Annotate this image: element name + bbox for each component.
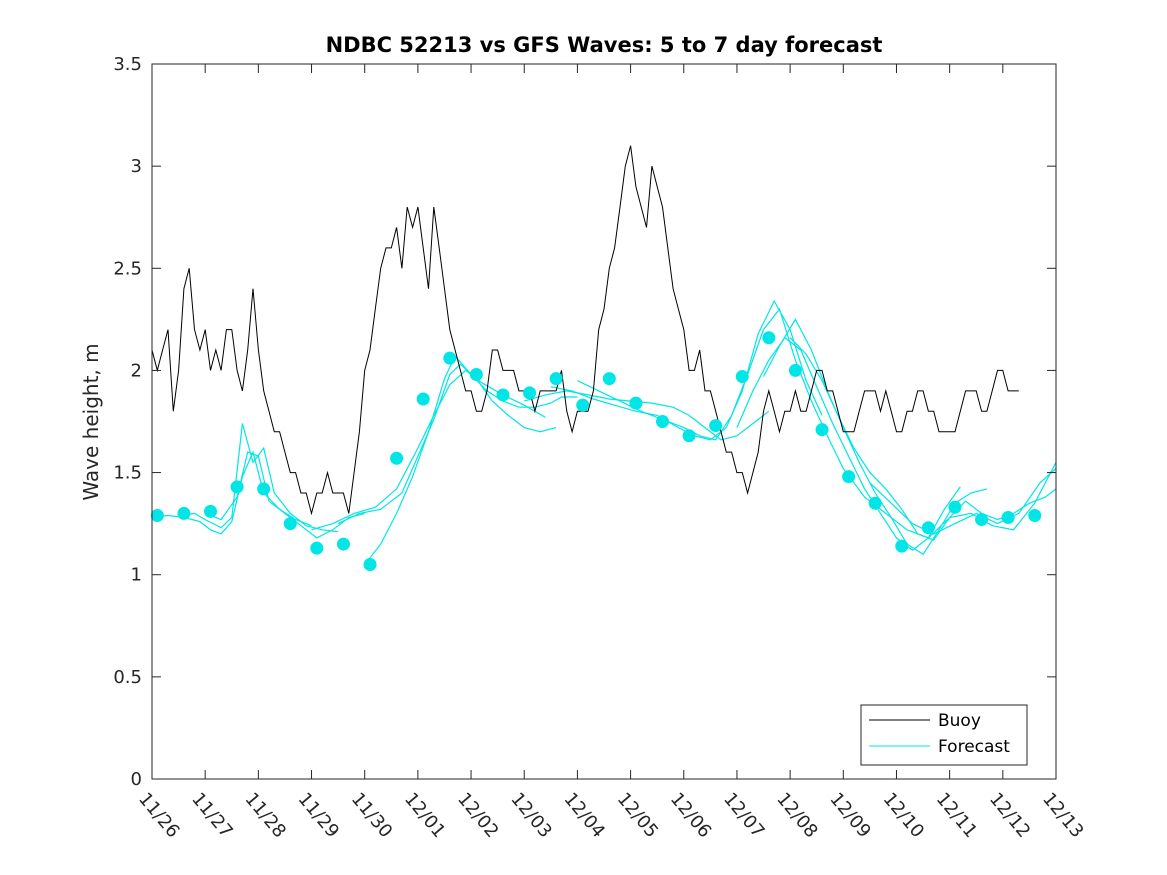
y-tick-label: 3: [131, 156, 142, 177]
forecast-run-line-1: [178, 423, 339, 533]
chart-title: NDBC 52213 vs GFS Waves: 5 to 7 day fore…: [326, 33, 883, 57]
y-tick-label: 1.5: [113, 463, 142, 484]
forecast-run-line-7: [550, 299, 823, 441]
y-axis-label: Wave height, m: [79, 343, 103, 500]
x-tick-label: 11/26: [134, 789, 183, 842]
forecast-marker: [895, 539, 909, 553]
forecast-marker: [469, 368, 483, 382]
x-tick-label: 12/07: [719, 789, 768, 842]
forecast-marker: [815, 423, 829, 437]
plot-box: [151, 63, 1057, 780]
forecast-marker: [709, 419, 723, 433]
x-tick-label: 12/09: [825, 789, 874, 842]
forecast-marker: [390, 451, 404, 465]
forecast-marker: [682, 429, 696, 443]
x-tick-label: 12/02: [453, 789, 502, 842]
forecast-marker: [576, 398, 590, 412]
x-tick-label: 11/28: [241, 789, 290, 842]
forecast-marker: [975, 513, 989, 527]
x-tick-label: 11/29: [294, 789, 343, 842]
forecast-marker: [868, 496, 882, 510]
forecast-marker: [283, 517, 297, 531]
forecast-marker: [735, 370, 749, 384]
x-tick-label: 12/04: [560, 789, 609, 842]
x-tick-label: 12/05: [613, 789, 662, 842]
forecast-run-line-6: [524, 390, 770, 441]
y-tick-label: 1: [131, 565, 142, 586]
x-tick-label: 12/12: [985, 789, 1034, 842]
x-tick-label: 12/08: [772, 789, 821, 842]
legend-label-buoy: Buoy: [938, 711, 981, 731]
forecast-marker: [921, 521, 935, 535]
x-tick-label: 11/27: [187, 789, 236, 842]
forecast-marker: [177, 506, 191, 520]
forecast-marker: [310, 541, 324, 555]
x-tick-label: 12/01: [400, 789, 449, 842]
forecast-marker: [788, 363, 802, 377]
forecast-run-line-10: [762, 318, 988, 556]
plot-area: [152, 64, 1056, 779]
x-tick-label: 12/13: [1038, 789, 1087, 842]
y-axis-ticks: 0 0.5 1 1.5 2 2.5 3 3.5: [113, 54, 1056, 790]
forecast-marker: [363, 558, 377, 571]
axes-layer: [151, 63, 1057, 780]
forecast-run-line-4: [337, 363, 557, 525]
series-layer: [150, 145, 1057, 571]
forecast-marker: [762, 331, 776, 345]
forecast-run-line-9: [736, 336, 961, 551]
y-tick-label: 0.5: [113, 667, 142, 688]
forecast-marker: [1001, 511, 1015, 525]
y-tick-label: 0: [131, 769, 142, 790]
legend-box: [860, 704, 1028, 766]
forecast-marker: [150, 508, 164, 522]
forecast-marker: [655, 415, 669, 428]
forecast-marker: [842, 470, 856, 484]
legend: Buoy Forecast: [860, 704, 1028, 766]
legend-label-forecast: Forecast: [938, 737, 1010, 757]
forecast-marker: [602, 372, 616, 386]
forecast-marker: [523, 386, 537, 400]
forecast-marker: [203, 504, 217, 518]
x-tick-label: 11/30: [347, 789, 396, 842]
forecast-run-line-13: [869, 468, 1057, 535]
forecast-marker: [230, 480, 244, 494]
forecast-marker: [416, 392, 430, 406]
buoy-line: [151, 145, 1019, 516]
x-tick-label: 12/03: [506, 789, 555, 842]
x-tick-label: 12/10: [879, 789, 928, 842]
forecast-marker: [629, 396, 643, 410]
forecast-marker: [443, 351, 457, 365]
forecast-marker: [1028, 508, 1042, 522]
x-tick-label: 12/06: [666, 789, 715, 842]
forecast-marker: [336, 537, 350, 551]
forecast-marker: [948, 500, 962, 514]
y-tick-label: 2: [131, 360, 142, 381]
x-tick-label: 12/11: [932, 789, 981, 842]
forecast-marker: [257, 482, 271, 496]
y-tick-label: 2.5: [113, 258, 142, 279]
forecast-run-line-2: [204, 451, 365, 539]
forecast-marker: [549, 372, 563, 386]
y-tick-label: 3.5: [113, 54, 142, 75]
forecast-marker: [496, 388, 510, 402]
